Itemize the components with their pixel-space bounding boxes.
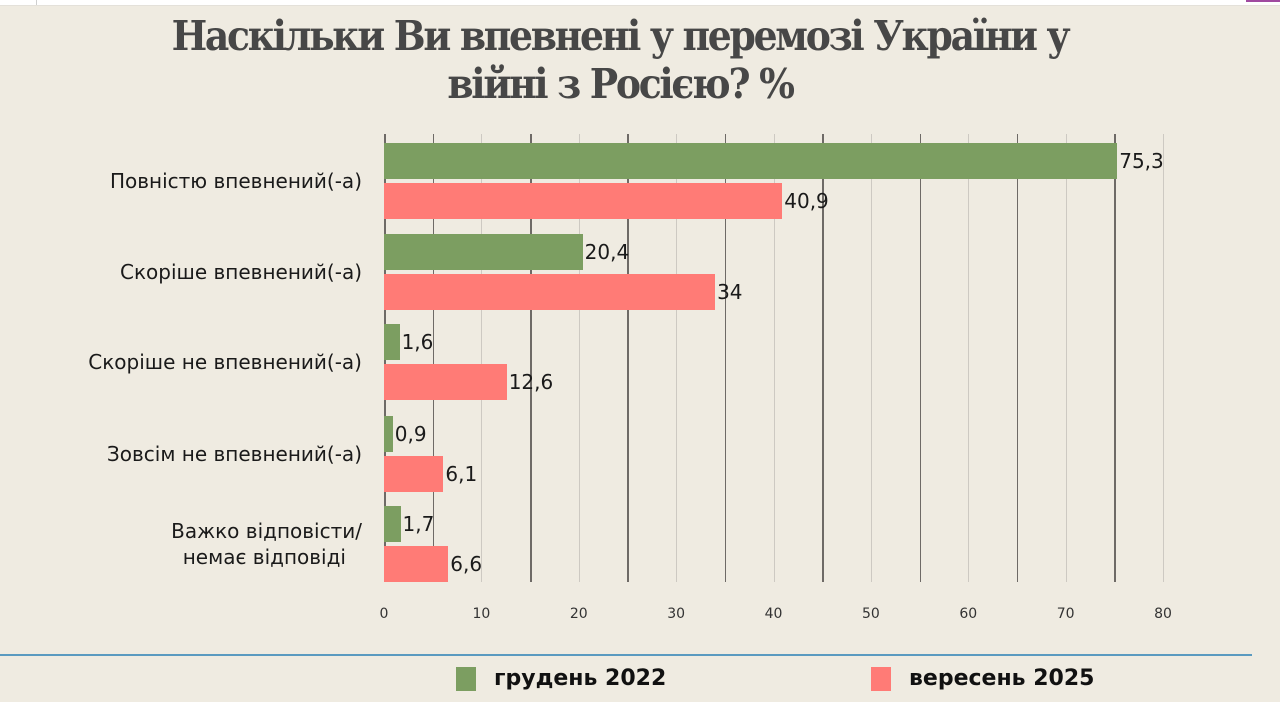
category-label: Скоріше впевнений(-а) [120, 260, 362, 284]
legend-label-sep-2025: вересень 2025 [909, 666, 1095, 691]
bar-dec-2022 [384, 416, 393, 452]
gridline [1114, 134, 1116, 582]
category-label: Важко відповісти/немає відповіді [171, 519, 362, 569]
legend-swatch-sep-2025 [871, 667, 891, 691]
value-label: 1,6 [401, 330, 434, 354]
category-label: Скоріше не впевнений(-а) [88, 350, 362, 374]
x-tick-label: 80 [1154, 606, 1172, 622]
bar-sep-2025 [384, 274, 716, 310]
bar-dec-2022 [384, 234, 583, 270]
title-line-1: Наскільки Ви впевнені у перемозі України… [171, 12, 1071, 60]
value-label: 34 [717, 280, 743, 304]
bar-dec-2022 [384, 506, 401, 542]
gridline [432, 134, 435, 582]
x-tick-label: 60 [959, 606, 978, 622]
gridline [578, 134, 580, 582]
category-label: Зовсім не впевнений(-а) [106, 442, 362, 466]
bar-sep-2025 [384, 546, 449, 582]
gridline [968, 134, 970, 582]
x-tick-label: 30 [667, 606, 686, 622]
gridline [627, 134, 629, 582]
value-label: 75,3 [1119, 149, 1164, 173]
separator-line [0, 654, 1252, 656]
x-tick-label: 20 [569, 606, 588, 622]
value-label: 12,6 [508, 370, 554, 394]
accent-mark [1246, 0, 1280, 2]
gridline [530, 134, 532, 582]
bar-sep-2025 [384, 364, 507, 400]
bar-sep-2025 [384, 183, 783, 219]
value-label: 40,9 [784, 189, 829, 213]
gridline [1016, 134, 1019, 582]
x-tick-label: 0 [379, 606, 389, 622]
title-line-2: війні з Росією? % [447, 60, 795, 108]
gridline [773, 134, 775, 582]
gridline [870, 134, 872, 582]
legend-swatch-dec-2022 [456, 667, 476, 691]
gridline [724, 134, 727, 582]
gridline [1163, 134, 1164, 582]
bar-sep-2025 [384, 456, 444, 492]
value-label: 1,7 [402, 512, 435, 536]
gridline [481, 134, 483, 582]
chart-title: Наскільки Ви впевнені у перемозі України… [86, 12, 1153, 108]
value-label: 20,4 [584, 240, 630, 264]
category-label: Повністю впевнений(-а) [109, 169, 362, 193]
value-label: 6,6 [450, 552, 483, 576]
value-label: 6,1 [445, 462, 478, 486]
x-tick-label: 10 [472, 606, 491, 622]
x-tick-label: 50 [861, 606, 880, 622]
bar-dec-2022 [384, 143, 1118, 179]
value-label: 0,9 [394, 422, 427, 446]
x-tick-label: 70 [1056, 606, 1075, 622]
gridline [1065, 134, 1067, 582]
gridline [822, 134, 824, 582]
plot-area: 75,3 40,9 20,4 34 1,6 12,6 0,9 6,1 1,7 6,6 [384, 134, 1164, 582]
legend-label-dec-2022: грудень 2022 [494, 666, 667, 691]
top-bar [0, 0, 1280, 6]
x-tick-label: 40 [764, 606, 783, 622]
gridline [919, 134, 922, 582]
bar-dec-2022 [384, 324, 400, 360]
top-divider [36, 0, 37, 5]
gridline [676, 134, 678, 582]
